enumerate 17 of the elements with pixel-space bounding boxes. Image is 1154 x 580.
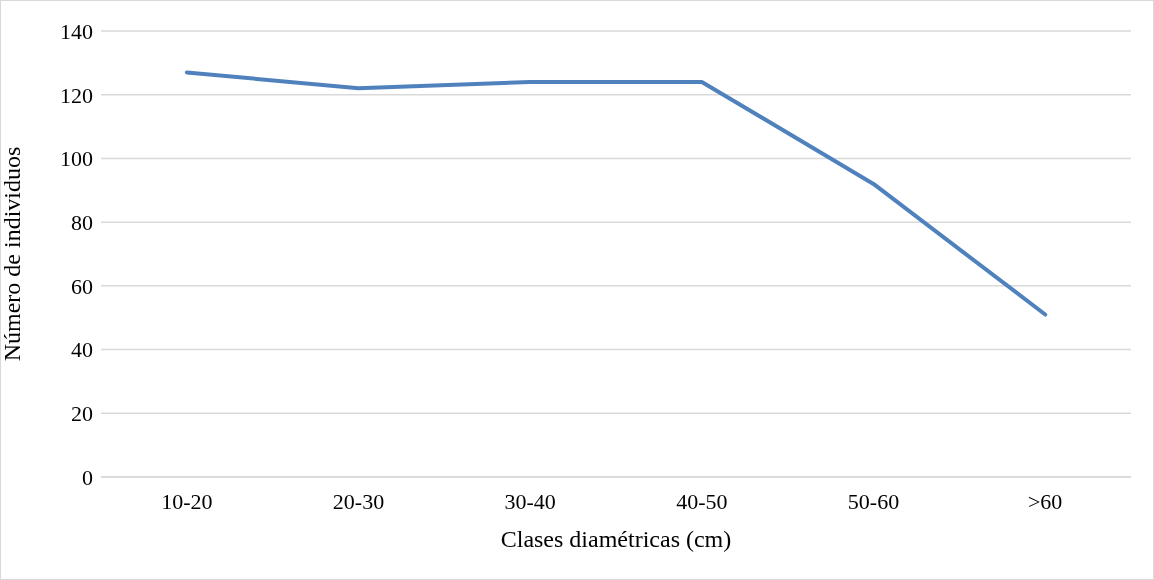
y-tick-label: 80 bbox=[71, 209, 93, 235]
y-tick-label: 140 bbox=[60, 18, 93, 44]
x-tick-label: >60 bbox=[1027, 488, 1063, 514]
x-tick-label: 20-30 bbox=[332, 488, 385, 514]
y-tick-label: 40 bbox=[71, 337, 93, 363]
x-tick-label: 30-40 bbox=[504, 488, 556, 514]
x-axis-title: Clases diamétricas (cm) bbox=[500, 526, 732, 552]
x-tick-label: 10-20 bbox=[161, 488, 213, 514]
y-tick-label: 20 bbox=[71, 401, 93, 427]
y-axis-title: Número de individuos bbox=[0, 146, 25, 362]
line-series bbox=[184, 70, 1048, 317]
y-tick-label: 120 bbox=[60, 82, 93, 108]
x-tick-label: 50-60 bbox=[847, 488, 900, 514]
y-tick-label: 100 bbox=[60, 146, 93, 172]
y-tick-label: 0 bbox=[82, 464, 93, 490]
x-tick-label: 40-50 bbox=[676, 488, 728, 514]
y-tick-label: 60 bbox=[71, 273, 93, 299]
